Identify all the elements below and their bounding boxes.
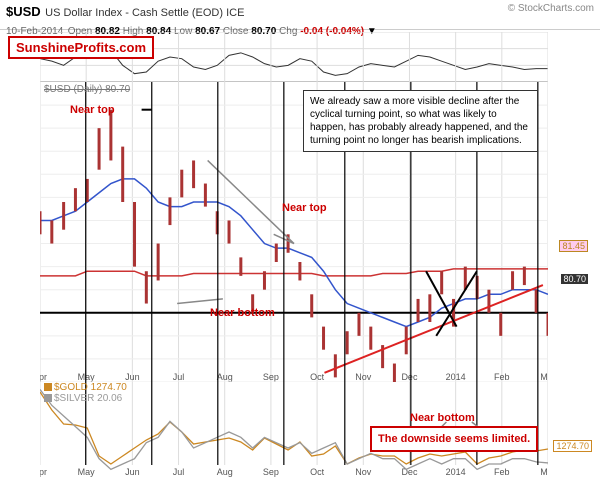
annotation-near-bottom-1: Near bottom (210, 307, 275, 319)
svg-text:2014: 2014 (446, 372, 466, 382)
svg-text:Nov: Nov (355, 372, 372, 382)
svg-text:Nov: Nov (355, 467, 372, 477)
svg-text:Oct: Oct (310, 467, 325, 477)
svg-text:Mar: Mar (540, 467, 548, 477)
comparison-panel: AprMayJunJulAugSepOctNovDec2014FebMar160… (40, 382, 548, 477)
main-legend: $USD (Daily) 80.70 (44, 84, 130, 95)
svg-text:Sep: Sep (263, 372, 279, 382)
svg-text:May: May (78, 467, 96, 477)
svg-text:Aug: Aug (217, 467, 233, 477)
svg-text:Apr: Apr (40, 372, 47, 382)
watermark-brand: SunshineProfits.com (8, 36, 154, 59)
annotation-near-top-2: Near top (282, 202, 327, 214)
annotation-main-text: We already saw a more visible decline af… (303, 90, 538, 152)
svg-text:Jul: Jul (173, 467, 185, 477)
svg-text:May: May (78, 372, 96, 382)
bottom-legend: $GOLD 1274.70 $SILVER 20.06 (44, 382, 127, 404)
svg-text:Mar: Mar (540, 372, 548, 382)
source-attribution: © StockCharts.com (508, 3, 594, 14)
chart-header: $USD US Dollar Index - Cash Settle (EOD)… (0, 0, 600, 30)
annotation-near-bottom-2: Near bottom (410, 412, 475, 424)
svg-text:Aug: Aug (217, 372, 233, 382)
chart-title: US Dollar Index - Cash Settle (EOD) ICE (45, 7, 244, 19)
svg-text:Feb: Feb (494, 372, 510, 382)
svg-text:Feb: Feb (494, 467, 510, 477)
svg-text:Jun: Jun (125, 372, 140, 382)
svg-text:Sep: Sep (263, 467, 279, 477)
svg-text:Jun: Jun (125, 467, 140, 477)
ma-red-price-label: 81.45 (559, 240, 588, 252)
svg-text:Apr: Apr (40, 467, 47, 477)
svg-text:2014: 2014 (446, 467, 466, 477)
svg-text:Jul: Jul (173, 372, 185, 382)
svg-text:Dec: Dec (401, 467, 418, 477)
annotation-downside: The downside seems limited. (370, 426, 538, 452)
ticker-symbol: $USD (6, 4, 41, 19)
svg-text:Dec: Dec (401, 372, 418, 382)
svg-text:Oct: Oct (310, 372, 325, 382)
gold-price-label: 1274.70 (553, 440, 592, 452)
annotation-near-top-1: Near top (70, 104, 115, 116)
current-price-label: 80.70 (561, 274, 588, 284)
main-price-panel: AprMayJunJulAugSepOctNovDec2014FebMar858… (40, 82, 548, 382)
